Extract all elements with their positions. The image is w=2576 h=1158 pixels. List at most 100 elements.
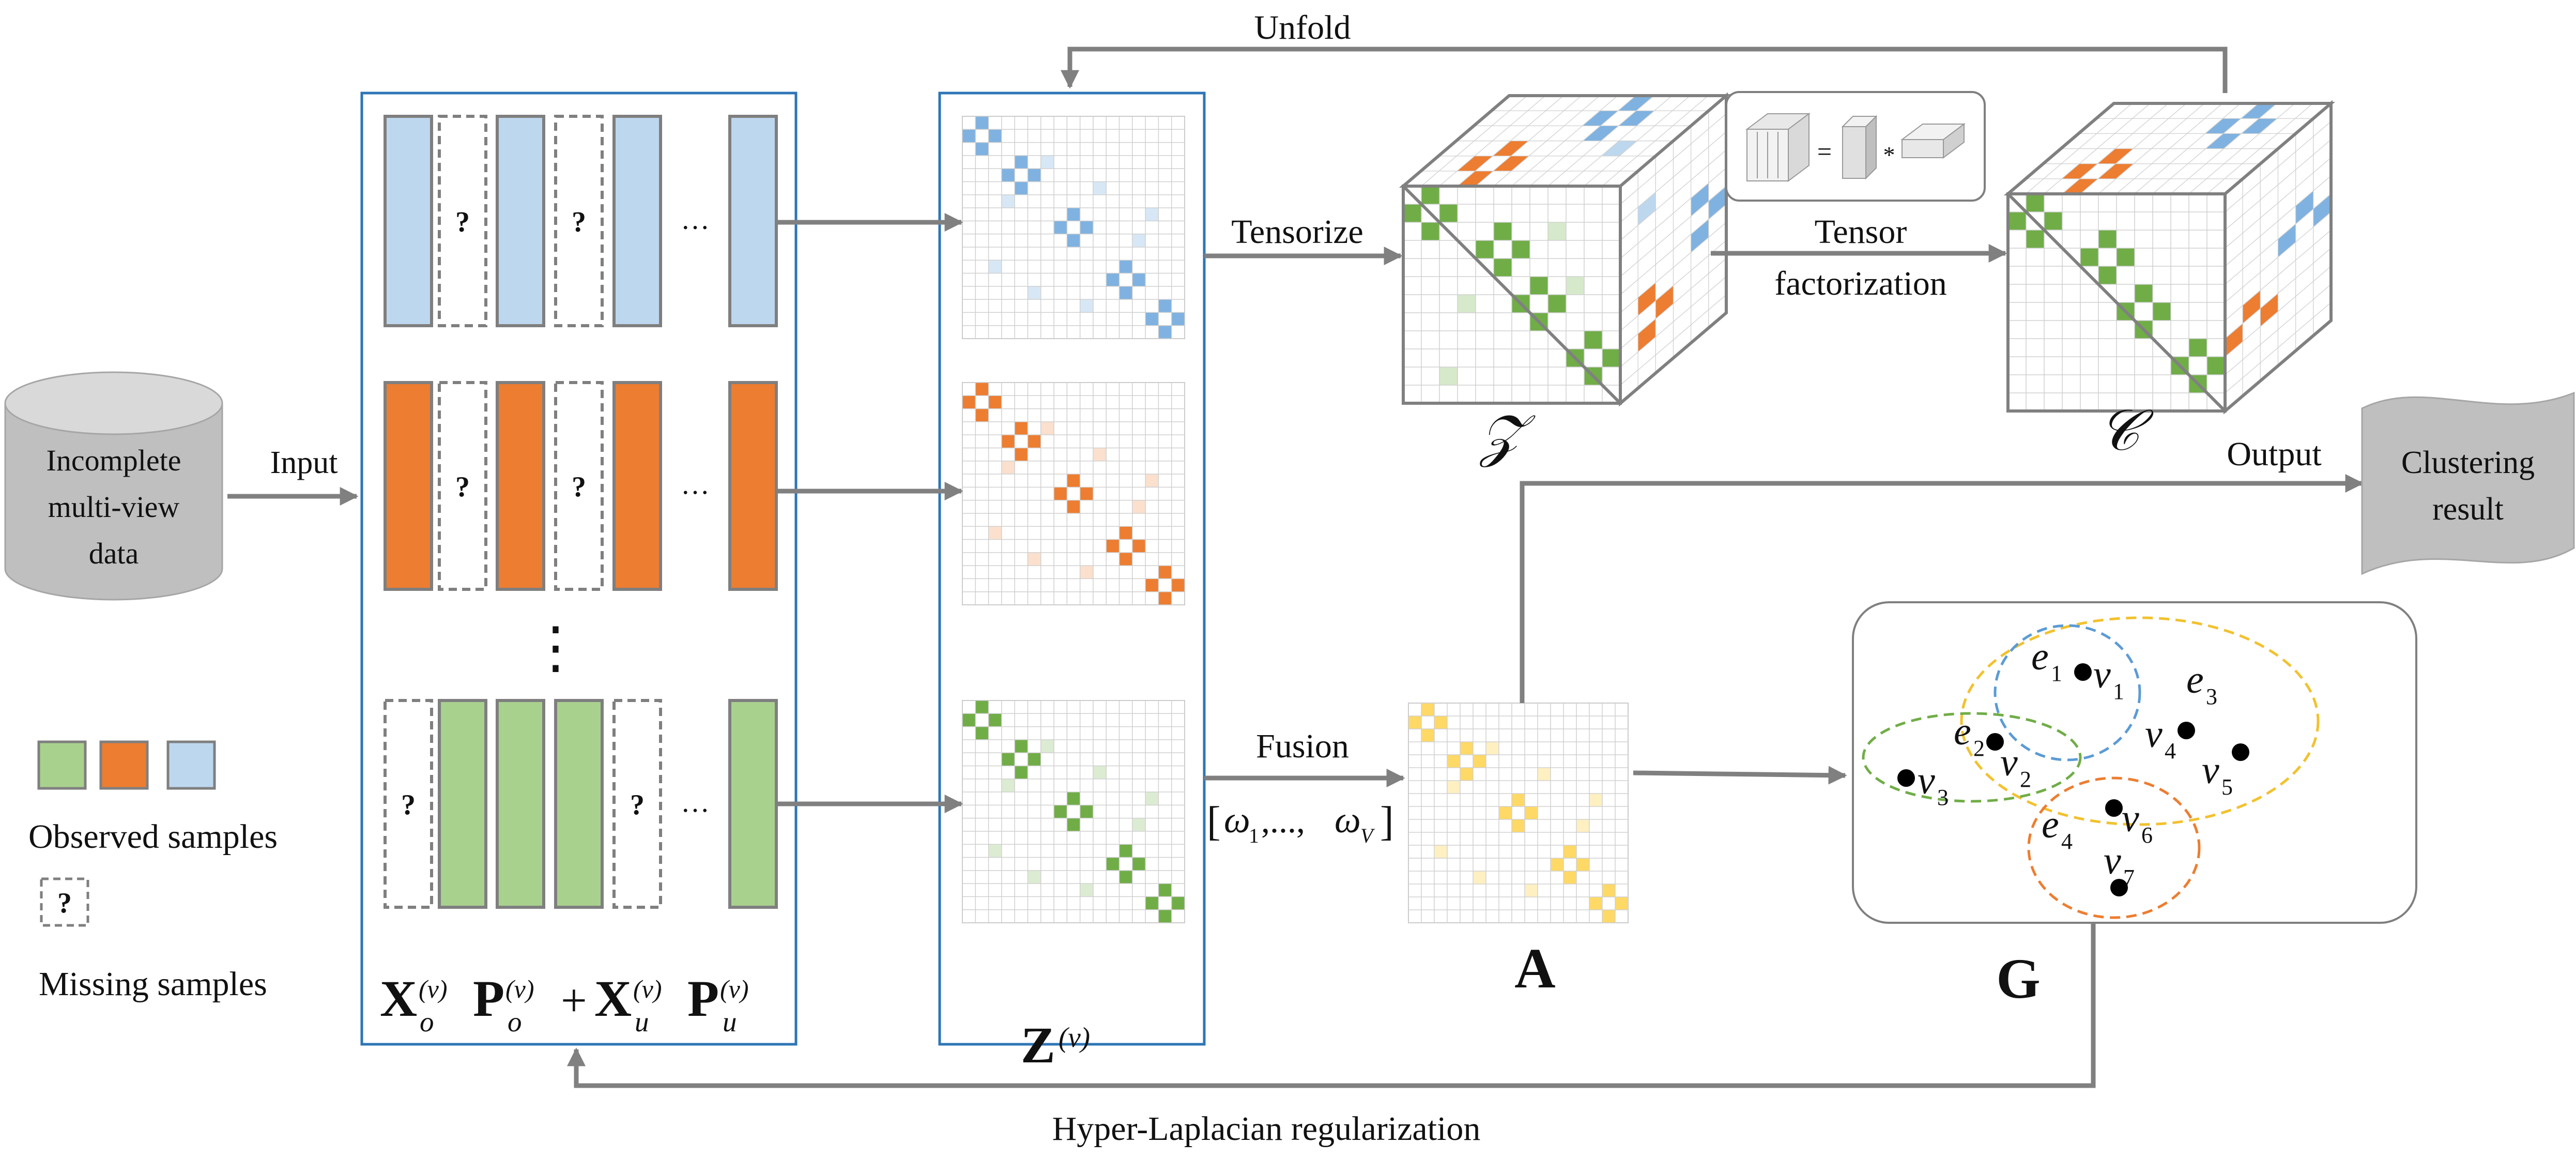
a-matrix-cell <box>1615 897 1628 910</box>
z2-matrix-cell <box>1119 552 1132 566</box>
a-matrix-cell <box>1486 742 1499 755</box>
z1-matrix-cell <box>1158 325 1172 339</box>
z1-matrix-cell <box>1093 181 1107 195</box>
a-to-g-arrow <box>1633 766 1847 785</box>
vertex-2-dot <box>1986 733 2004 751</box>
a-matrix-cell <box>1538 768 1551 781</box>
z2-matrix-cell <box>1040 421 1054 435</box>
zV-matrix-cell <box>1040 739 1054 753</box>
vertex-2-label: v <box>2000 741 2018 784</box>
zV-matrix-cell <box>988 844 1002 858</box>
view2-missing-column <box>554 381 604 591</box>
a-matrix-cell <box>1576 819 1589 832</box>
z2-matrix-cell <box>988 395 1002 409</box>
formula-sub-u-1: u <box>635 1006 649 1038</box>
formula-xp: X (v) o P (v) o + X (v) u P (v) u <box>380 970 749 1038</box>
a-matrix-cell <box>1512 794 1525 806</box>
hyperedge-e4-label: e <box>2042 803 2059 846</box>
zV-matrix-cell <box>1080 883 1093 897</box>
input-label: Input <box>270 445 338 480</box>
formula-x-u: X <box>594 970 632 1027</box>
z2-matrix-cell <box>1158 591 1172 605</box>
viewV-missing-q: ? <box>401 789 416 821</box>
zV-matrix-cell <box>1015 739 1028 753</box>
vertex-1-sub: 1 <box>2113 679 2124 704</box>
cube-z-front-cell <box>1403 204 1421 222</box>
z1-matrix-cell <box>1171 312 1185 326</box>
zV-matrix-cell <box>1001 753 1015 766</box>
cube-c-front-cell <box>2189 339 2207 357</box>
hypergraph-box <box>1852 601 2417 924</box>
tensor-factorization-label-2: factorization <box>1774 265 1946 302</box>
weights-close: ] <box>1380 799 1394 844</box>
viewV-ellipsis: … <box>681 786 710 818</box>
z1-matrix-cell <box>1158 299 1172 313</box>
fusion-label: Fusion <box>1256 727 1349 765</box>
view1-observed-column <box>496 115 545 327</box>
zV-matrix-cell <box>1119 870 1132 884</box>
a-matrix-cell <box>1499 806 1512 819</box>
zV-matrix-cell <box>1132 857 1146 871</box>
z2-matrix-cell <box>1132 500 1146 513</box>
tensor-factorization-label-1: Tensor <box>1815 213 1907 251</box>
zV-matrix-cell <box>1001 779 1015 793</box>
legend: Observed samples ? Missing samples <box>28 740 278 1003</box>
zV-matrix-cell <box>1080 805 1093 818</box>
zV-matrix-cell <box>1028 753 1041 766</box>
weights-open: [ <box>1207 799 1221 844</box>
z1-matrix-cell <box>1028 286 1041 300</box>
z2-matrix-cell <box>1067 474 1080 487</box>
a-matrix-cell <box>1473 755 1486 768</box>
z2-matrix-cell <box>1001 435 1015 448</box>
view1-observed-column <box>612 115 662 327</box>
view2-observed-column <box>384 381 433 591</box>
cube-c-front-cell <box>2044 212 2062 230</box>
zV-matrix-cell <box>1119 844 1132 858</box>
hyperedge-e3-label: e <box>2186 658 2204 702</box>
hypergraph-g: v 1v 2v 3v 4 v 5v 6v 7e 1e 2e 3e 4 <box>1852 601 2417 924</box>
zV-matrix-cell <box>1106 857 1120 871</box>
zV-matrix-cell <box>1158 909 1172 923</box>
legend-observed-label: Observed samples <box>28 818 278 856</box>
z1-matrix-cell <box>1001 169 1015 182</box>
legend-orange-swatch <box>99 740 149 790</box>
view1-missing-q: ? <box>455 206 470 238</box>
formula-sup-2: (v) <box>505 974 534 1003</box>
z2-matrix-cell <box>1093 448 1107 461</box>
cube-z-front-cell <box>1476 240 1494 258</box>
cylinder-line-1: Incomplete <box>47 444 181 477</box>
legend-green-swatch <box>37 740 87 790</box>
zV-matrix-cell <box>1028 870 1041 884</box>
zV-matrix-cell <box>1067 792 1080 805</box>
view1-missing-q: ? <box>572 206 586 238</box>
cube-c-front-cell <box>2008 212 2026 230</box>
affinity-matrix-a <box>1408 703 1629 923</box>
formula-sub-o-1: o <box>420 1006 434 1038</box>
zV-matrix-cell <box>1145 896 1159 910</box>
zv-label-z: Z <box>1021 1016 1055 1074</box>
z1-matrix-cell <box>962 129 976 143</box>
clustering-line-1: Clustering <box>2401 445 2535 480</box>
formula-sup-1: (v) <box>419 974 448 1003</box>
a-matrix-cell <box>1589 897 1602 910</box>
cube-z-front-cell <box>1439 367 1458 385</box>
hyperedge-e2-sub: 2 <box>1973 736 1985 761</box>
vertex-6-dot <box>2105 799 2123 817</box>
z2-matrix-cell <box>1015 448 1028 461</box>
cube-z-front-cell <box>1512 240 1530 258</box>
zV-matrix-cell <box>1054 805 1067 818</box>
a-matrix-cell <box>1421 703 1434 716</box>
vertex-4-label: v <box>2145 712 2163 756</box>
cube-c-front-cell <box>2026 194 2044 212</box>
vertex-6-sub: 6 <box>2141 822 2153 848</box>
hyper-laplacian-arrow <box>567 923 2096 1088</box>
unfold-label: Unfold <box>1254 9 1351 47</box>
vertex-7-dot <box>2110 879 2128 896</box>
z2-matrix-cell <box>1080 487 1093 500</box>
z1-matrix-cell <box>1054 221 1067 234</box>
cube-z-front-cell <box>1494 222 1512 240</box>
a-matrix-cell <box>1434 716 1447 729</box>
view2-missing-column <box>438 381 487 591</box>
z2-matrix-cell <box>1119 526 1132 540</box>
mini-plate-icon <box>1900 123 1966 159</box>
